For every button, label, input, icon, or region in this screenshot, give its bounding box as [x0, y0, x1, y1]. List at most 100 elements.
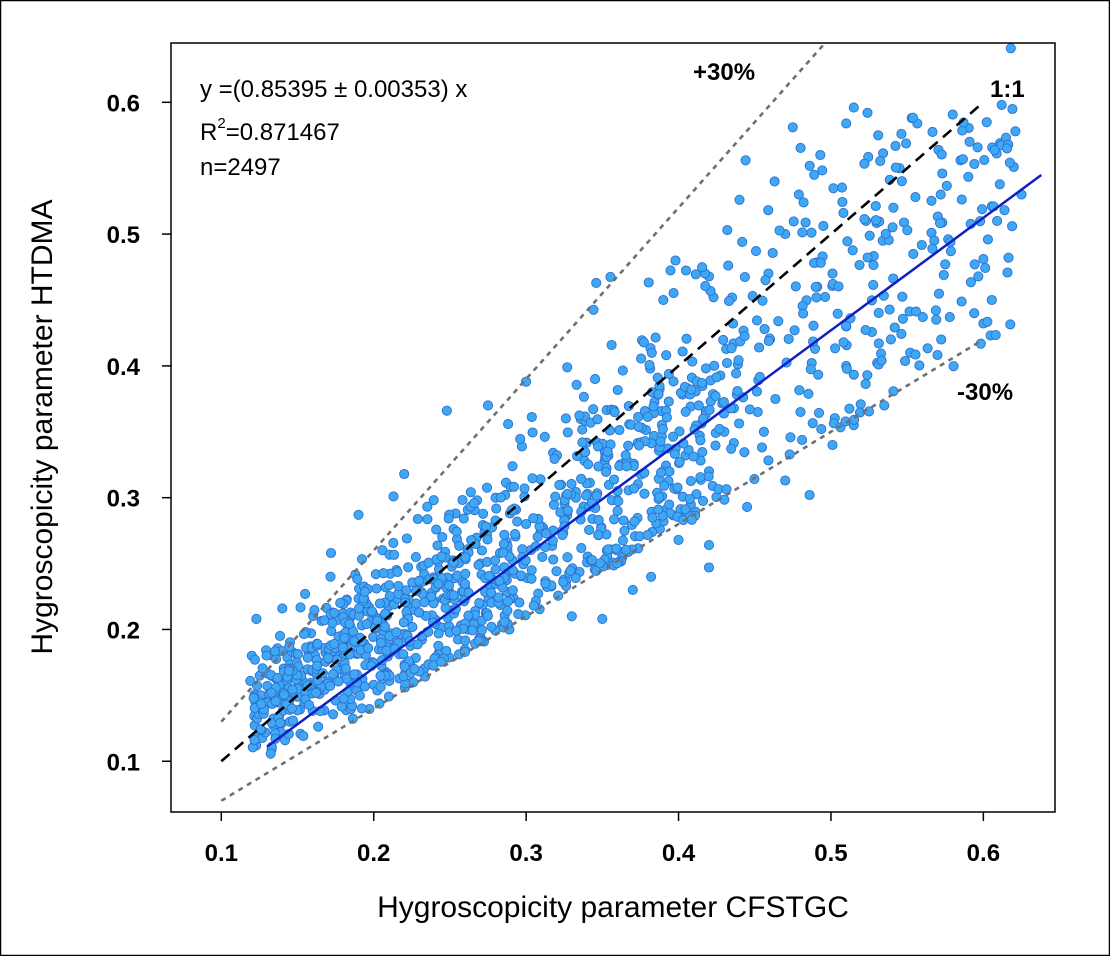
data-point: [703, 540, 715, 551]
data-point: [480, 521, 491, 532]
data-point: [795, 142, 806, 153]
data-point: [614, 425, 625, 436]
data-point: [885, 334, 896, 345]
data-point: [677, 346, 688, 357]
data-point: [910, 306, 922, 317]
y-tick-label: 0.1: [107, 749, 140, 776]
data-point: [337, 642, 349, 653]
data-point: [398, 649, 409, 660]
data-point: [828, 183, 839, 194]
data-point: [319, 615, 330, 626]
data-point: [528, 600, 539, 611]
data-point: [617, 535, 628, 546]
data-point: [409, 663, 420, 675]
data-point: [537, 551, 548, 562]
data-point: [838, 337, 849, 348]
data-point: [388, 491, 399, 502]
data-point: [697, 495, 709, 506]
data-point: [718, 334, 729, 345]
x-tick-label: 0.3: [509, 840, 542, 867]
data-point: [407, 622, 418, 633]
data-point: [668, 431, 679, 442]
data-point: [526, 411, 537, 423]
data-point: [737, 236, 748, 247]
fit-r2: R2=0.871467: [200, 115, 340, 146]
plot-marks: [220, 43, 1043, 802]
data-point: [686, 384, 697, 395]
data-point: [767, 247, 778, 259]
data-point: [532, 531, 543, 542]
data-point: [602, 446, 613, 457]
data-point: [910, 349, 921, 360]
data-point: [572, 451, 583, 462]
data-point: [994, 179, 1005, 190]
data-point: [744, 404, 755, 415]
data-point: [876, 355, 887, 366]
data-point: [653, 504, 664, 515]
data-point: [1007, 221, 1018, 232]
data-point: [562, 427, 573, 438]
data-point: [965, 277, 976, 288]
data-point: [507, 585, 518, 596]
data-point: [576, 543, 587, 554]
data-point: [508, 481, 519, 492]
data-point: [474, 597, 485, 608]
data-point: [815, 149, 826, 161]
data-point: [750, 246, 762, 257]
data-point: [1007, 103, 1018, 115]
data-point: [978, 254, 989, 265]
data-point: [549, 453, 560, 464]
data-point: [460, 568, 471, 579]
data-point: [620, 450, 631, 461]
data-point: [592, 414, 603, 425]
data-point: [349, 636, 360, 647]
data-point: [941, 180, 952, 191]
data-point: [403, 562, 414, 573]
data-point: [473, 559, 484, 571]
data-point: [1003, 252, 1014, 263]
data-point: [389, 549, 400, 560]
data-point: [413, 607, 424, 618]
data-point: [312, 660, 323, 671]
data-point: [816, 424, 827, 435]
r2-superscript: 2: [217, 115, 225, 132]
data-point: [329, 607, 340, 619]
data-point: [574, 410, 585, 421]
data-point: [381, 645, 392, 656]
data-point: [680, 265, 692, 276]
data-point: [484, 570, 495, 581]
data-point: [562, 505, 573, 516]
data-point: [593, 441, 604, 452]
data-point: [591, 277, 602, 288]
data-point: [726, 343, 737, 354]
data-point: [312, 638, 323, 649]
data-point: [1005, 319, 1016, 330]
data-point: [633, 421, 644, 432]
data-point: [562, 488, 573, 499]
data-point: [718, 396, 729, 408]
data-point: [302, 652, 313, 663]
data-point: [809, 169, 820, 180]
data-point: [655, 467, 667, 478]
data-point: [353, 603, 365, 614]
data-point: [648, 401, 659, 412]
data-point: [283, 665, 295, 676]
data-point: [977, 204, 988, 215]
data-point: [526, 573, 537, 584]
data-point: [562, 362, 573, 373]
data-point: [465, 487, 476, 498]
data-point: [516, 570, 527, 581]
data-point: [618, 515, 629, 526]
data-point: [328, 709, 339, 720]
data-point: [936, 334, 947, 345]
data-point: [841, 118, 852, 129]
data-point: [313, 721, 324, 732]
data-point: [638, 337, 649, 348]
data-point: [655, 436, 666, 447]
data-point: [827, 268, 838, 279]
data-point: [804, 489, 815, 501]
data-point: [732, 385, 743, 397]
data-point: [467, 625, 478, 636]
data-point: [515, 433, 526, 444]
